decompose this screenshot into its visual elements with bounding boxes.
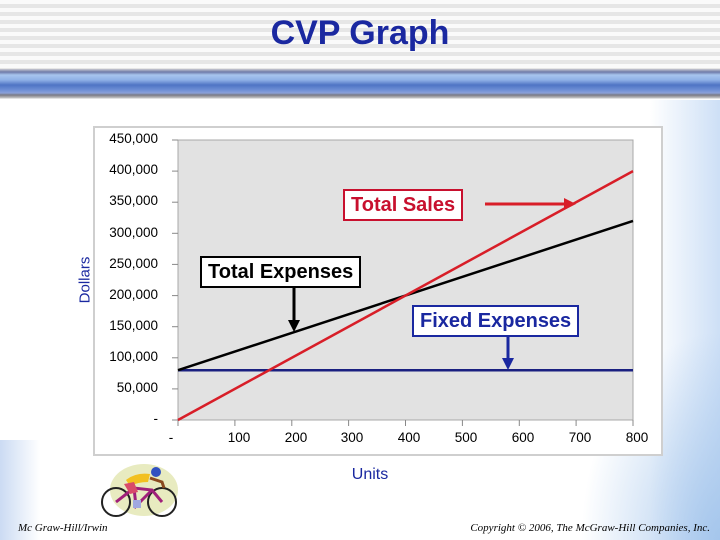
total-sales-line bbox=[177, 170, 634, 422]
fixed-expenses-arrow bbox=[502, 336, 514, 370]
total-sales-callout: Total Sales bbox=[343, 189, 464, 221]
fixed-expenses-callout: Fixed Expenses bbox=[412, 305, 580, 337]
x-tick-label: 800 bbox=[625, 430, 649, 445]
copyright-label: Copyright © 2006, The McGraw-Hill Compan… bbox=[470, 522, 710, 534]
x-axis-label: Units bbox=[351, 466, 389, 483]
y-axis-ticks bbox=[172, 139, 178, 421]
y-tick-label: - bbox=[153, 411, 159, 426]
y-axis-label: Dollars bbox=[76, 256, 94, 304]
slide-title: CVP Graph bbox=[270, 14, 450, 52]
publisher-label: Mc Graw-Hill/Irwin bbox=[18, 522, 108, 534]
x-tick-label: 700 bbox=[568, 430, 592, 445]
x-tick-label: 200 bbox=[284, 430, 308, 445]
total-expenses-callout: Total Expenses bbox=[200, 256, 362, 288]
y-tick-label: 50,000 bbox=[116, 380, 158, 395]
x-tick-label: 500 bbox=[454, 430, 478, 445]
y-tick-label: 350,000 bbox=[109, 193, 158, 208]
y-tick-label: 100,000 bbox=[109, 349, 158, 364]
y-tick-label: 200,000 bbox=[109, 287, 158, 302]
y-tick-label: 150,000 bbox=[109, 318, 158, 333]
total-expenses-arrow bbox=[288, 288, 300, 332]
header-bar bbox=[0, 69, 720, 99]
x-tick-label: 300 bbox=[340, 430, 364, 445]
decorative-fade bbox=[0, 440, 40, 540]
cyclist-clipart-icon bbox=[101, 464, 178, 517]
header-stripes bbox=[0, 0, 720, 70]
y-tick-label: 400,000 bbox=[109, 162, 158, 177]
y-tick-label: 450,000 bbox=[109, 131, 158, 146]
y-tick-label: 300,000 bbox=[109, 225, 158, 240]
y-tick-label: 250,000 bbox=[109, 256, 158, 271]
x-tick-label: 400 bbox=[397, 430, 421, 445]
x-tick-label: - bbox=[168, 430, 174, 445]
x-tick-label: 600 bbox=[511, 430, 535, 445]
sales-arrow bbox=[485, 198, 576, 210]
x-axis-ticks bbox=[177, 420, 634, 426]
x-tick-label: 100 bbox=[227, 430, 251, 445]
